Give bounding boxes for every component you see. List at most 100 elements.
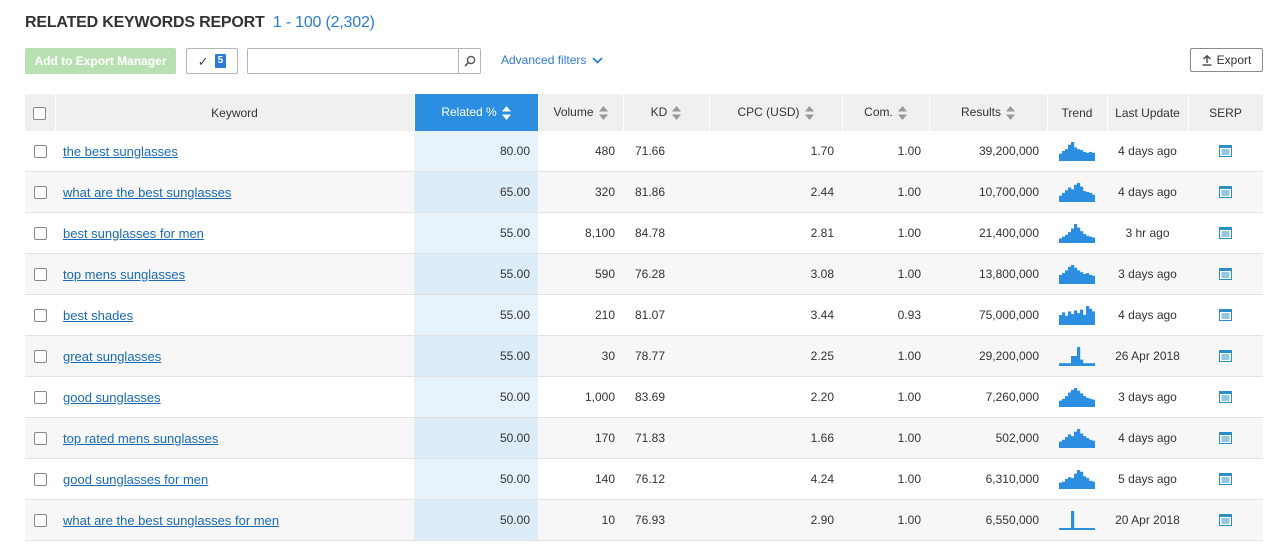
advanced-filters-label: Advanced filters [501, 53, 587, 67]
chevron-down-icon [592, 56, 604, 64]
related-cell: 50.00 [414, 499, 538, 541]
kd-cell: 81.07 [623, 294, 709, 336]
keyword-link[interactable]: best sunglasses for men [63, 225, 204, 241]
kd-cell: 76.93 [623, 499, 709, 541]
keyword-link[interactable]: top mens sunglasses [63, 266, 186, 282]
column-header-kd-label: KD [650, 105, 668, 120]
row-checkbox[interactable] [33, 350, 47, 364]
trend-bar [1059, 153, 1063, 160]
trend-bar [1059, 274, 1063, 283]
last-update-cell: 4 days ago [1107, 131, 1188, 172]
row-checkbox-cell [25, 171, 55, 213]
keyword-link[interactable]: great sunglasses [63, 348, 162, 364]
keyword-link[interactable]: what are the best sunglasses [63, 184, 232, 200]
trend-bar [1068, 232, 1072, 242]
table-row: what are the best sunglasses 65.00 320 8… [25, 171, 1263, 213]
column-header-last-update: Last Update [1107, 94, 1189, 131]
kd-cell: 81.86 [623, 171, 709, 213]
toolbar: Add to Export Manager ✓ 5 Advanced filte… [25, 48, 1263, 74]
keyword-link[interactable]: best shades [63, 307, 134, 323]
trend-bar [1065, 396, 1069, 406]
row-checkbox[interactable] [33, 145, 47, 159]
column-header-kd[interactable]: KD [623, 94, 710, 131]
row-checkbox[interactable] [33, 432, 47, 446]
search-button[interactable] [458, 49, 480, 73]
advanced-filters-toggle[interactable]: Advanced filters [501, 53, 604, 67]
results-cell: 39,200,000 [929, 131, 1047, 172]
serp-cell [1188, 376, 1263, 418]
serp-icon[interactable] [1219, 432, 1232, 444]
column-header-related[interactable]: Related % [414, 94, 539, 131]
column-header-results[interactable]: Results [929, 94, 1048, 131]
trend-bar [1065, 315, 1069, 324]
row-checkbox[interactable] [33, 186, 47, 200]
cpc-cell: 3.44 [709, 294, 842, 336]
row-checkbox[interactable] [33, 309, 47, 323]
trend-bar [1077, 313, 1081, 324]
column-header-com[interactable]: Com. [842, 94, 930, 131]
row-checkbox-cell [25, 376, 55, 418]
trend-bar [1065, 270, 1069, 283]
cpc-cell: 3.08 [709, 253, 842, 295]
serp-icon[interactable] [1219, 391, 1232, 403]
row-checkbox-cell [25, 417, 55, 459]
row-checkbox[interactable] [33, 514, 47, 528]
search-input[interactable] [248, 49, 456, 71]
serp-icon[interactable] [1219, 350, 1232, 362]
serp-cell [1188, 499, 1263, 541]
add-to-export-manager-button[interactable]: Add to Export Manager [25, 48, 176, 74]
keyword-link[interactable]: the best sunglasses [63, 143, 178, 159]
trend-bar [1074, 388, 1078, 406]
serp-icon[interactable] [1219, 514, 1232, 526]
related-cell: 80.00 [414, 131, 538, 172]
results-cell: 75,000,000 [929, 294, 1047, 336]
trend-cell [1047, 253, 1107, 295]
column-header-keyword-label: Keyword [211, 105, 258, 120]
column-header-serp: SERP [1188, 94, 1264, 131]
trend-bar [1077, 270, 1081, 283]
related-cell: 55.00 [414, 294, 538, 336]
row-checkbox[interactable] [33, 268, 47, 282]
row-checkbox[interactable] [33, 473, 47, 487]
trend-bar [1068, 266, 1072, 283]
column-header-keyword[interactable]: Keyword [55, 94, 415, 131]
serp-icon[interactable] [1219, 186, 1232, 198]
serp-icon[interactable] [1219, 268, 1232, 280]
upload-icon [1202, 54, 1212, 66]
selected-keywords-button[interactable]: ✓ 5 [186, 48, 238, 74]
export-button[interactable]: Export [1190, 48, 1263, 72]
volume-cell: 1,000 [538, 376, 623, 418]
trend-bar [1071, 314, 1075, 324]
results-cell: 21,400,000 [929, 212, 1047, 254]
column-header-last-update-label: Last Update [1115, 105, 1180, 120]
com-cell: 1.00 [842, 171, 929, 213]
trend-bar [1083, 363, 1087, 365]
column-header-volume[interactable]: Volume [538, 94, 624, 131]
row-checkbox[interactable] [33, 391, 47, 405]
row-checkbox[interactable] [33, 227, 47, 241]
row-checkbox-cell [25, 294, 55, 336]
table-row: top mens sunglasses 55.00 590 76.28 3.08… [25, 253, 1263, 295]
serp-icon[interactable] [1219, 473, 1232, 485]
row-checkbox-cell [25, 253, 55, 295]
row-checkbox-cell [25, 499, 55, 541]
select-all-checkbox[interactable] [33, 106, 47, 120]
results-cell: 10,700,000 [929, 171, 1047, 213]
serp-icon[interactable] [1219, 227, 1232, 239]
trend-bar [1092, 311, 1095, 324]
trend-bar [1083, 436, 1087, 447]
trend-bar [1068, 434, 1072, 447]
table-header-row: Keyword Related % Volume KD CPC (USD) Co… [25, 94, 1264, 131]
trend-bar [1068, 392, 1072, 406]
export-label: Export [1216, 53, 1252, 67]
keyword-link[interactable]: what are the best sunglasses for men [63, 512, 280, 528]
serp-icon[interactable] [1219, 145, 1232, 157]
volume-cell: 320 [538, 171, 623, 213]
serp-icon[interactable] [1219, 309, 1232, 321]
keyword-link[interactable]: top rated mens sunglasses [63, 430, 219, 446]
trend-bar [1059, 482, 1063, 488]
results-cell: 6,550,000 [929, 499, 1047, 541]
column-header-cpc[interactable]: CPC (USD) [709, 94, 843, 131]
keyword-link[interactable]: good sunglasses [63, 389, 161, 405]
keyword-link[interactable]: good sunglasses for men [63, 471, 209, 487]
